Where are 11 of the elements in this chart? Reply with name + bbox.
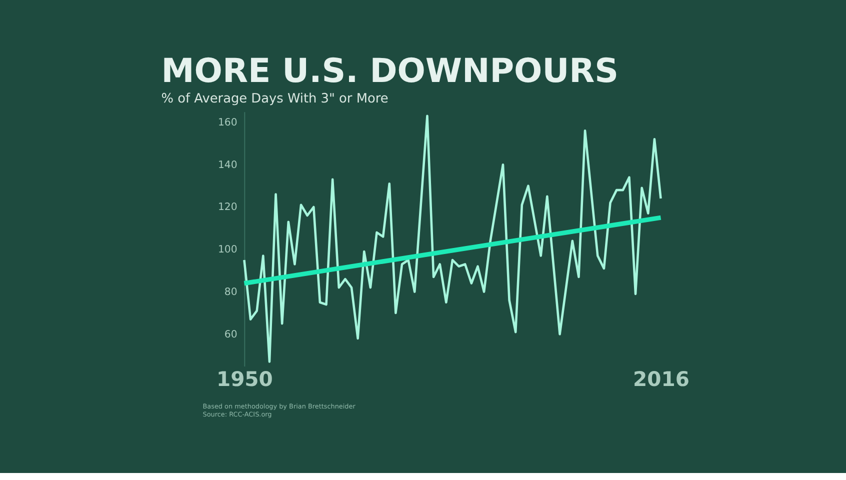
y-tick-label: 80 — [224, 287, 238, 298]
y-tick-label: 100 — [218, 244, 238, 256]
y-tick-label: 120 — [218, 202, 238, 214]
x-tick-label: 1950 — [216, 366, 273, 391]
chart-subtitle: % of Average Days With 3" or More — [161, 91, 388, 106]
y-tick-label: 60 — [224, 329, 238, 340]
y-tick-label: 140 — [218, 160, 238, 171]
chart-title: MORE U.S. DOWNPOURS — [161, 51, 619, 90]
line-series — [243, 114, 662, 363]
y-tick-label: 160 — [218, 117, 238, 128]
x-tick-label: 2016 — [633, 366, 690, 391]
